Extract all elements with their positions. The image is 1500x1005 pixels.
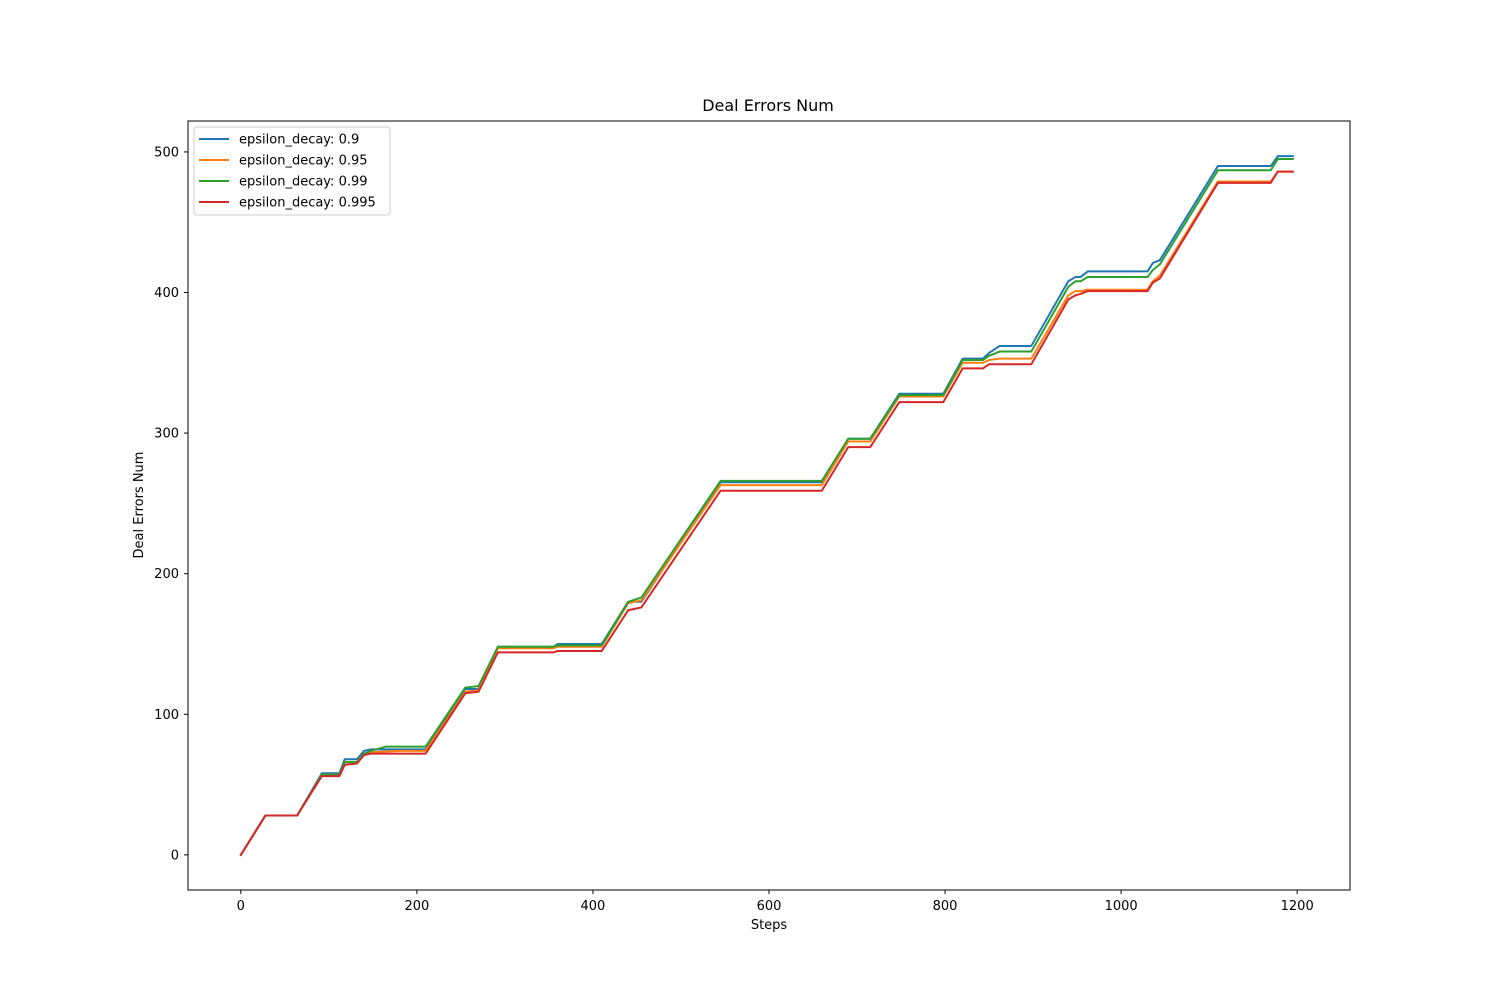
x-tick-label: 400	[581, 899, 606, 914]
series-line-0	[239, 155, 1294, 857]
legend-label-1: epsilon_decay: 0.95	[239, 154, 368, 169]
x-tick-label: 600	[757, 899, 782, 914]
x-tick-label: 1000	[1105, 899, 1138, 914]
x-axis-ticks: 0 200 400 600 800 1000 1200	[237, 890, 1314, 914]
legend-label-2: epsilon_decay: 0.99	[239, 175, 368, 190]
y-axis-label: Deal Errors Num	[132, 452, 147, 559]
y-axis-ticks: 0 100 200 300 400 500	[154, 145, 188, 863]
y-tick-label: 300	[154, 427, 179, 442]
x-tick-label: 1200	[1281, 899, 1314, 914]
legend-frame	[193, 126, 391, 216]
y-tick-label: 200	[154, 567, 179, 582]
x-tick-label: 200	[404, 899, 429, 914]
y-tick-label: 100	[154, 708, 179, 723]
series-line-3	[239, 170, 1294, 857]
y-tick-label: 0	[171, 848, 179, 863]
chart-title: Deal Errors Num	[702, 96, 834, 115]
y-tick-label: 500	[154, 145, 179, 160]
legend-label-3: epsilon_decay: 0.995	[239, 196, 376, 211]
x-tick-label: 800	[933, 899, 958, 914]
legend-label-0: epsilon_decay: 0.9	[239, 133, 359, 148]
y-tick-label: 400	[154, 286, 179, 301]
series-layer	[239, 155, 1294, 857]
legend: epsilon_decay: 0.9 epsilon_decay: 0.95 eps…	[193, 126, 391, 216]
x-axis-label: Steps	[751, 918, 788, 933]
x-tick-label: 0	[237, 899, 245, 914]
